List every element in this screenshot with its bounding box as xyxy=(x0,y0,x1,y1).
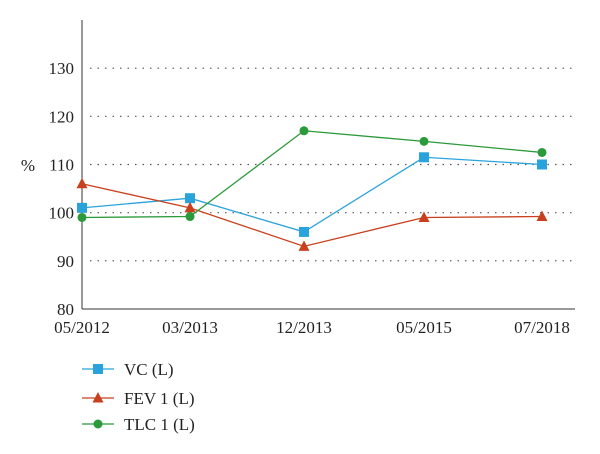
data-point xyxy=(419,136,429,146)
series-line xyxy=(81,183,543,248)
data-point xyxy=(299,226,309,237)
legend: VC (L) FEV 1 (L) TLC 1 (L) xyxy=(82,360,195,434)
data-point xyxy=(185,193,195,204)
data-point xyxy=(185,212,195,222)
series-1 xyxy=(77,152,547,237)
legend-label: FEV 1 (L) xyxy=(124,389,195,408)
data-point xyxy=(419,152,429,163)
data-point xyxy=(77,212,87,222)
x-tick-label: 07/2018 xyxy=(514,318,570,337)
x-tick-label: 12/2013 xyxy=(276,318,332,337)
data-point xyxy=(77,202,87,213)
y-tick-label: 100 xyxy=(49,204,75,223)
y-tick-label: 90 xyxy=(57,252,74,271)
legend-marker xyxy=(93,364,103,374)
y-axis-label: % xyxy=(21,156,35,175)
x-tick-label: 03/2013 xyxy=(162,318,218,337)
legend-marker xyxy=(93,419,103,429)
y-tick-label: 80 xyxy=(57,300,74,319)
series-2 xyxy=(76,177,548,251)
legend-item: TLC 1 (L) xyxy=(82,415,195,434)
grid-lines xyxy=(90,67,575,262)
series-line xyxy=(81,156,543,233)
data-point xyxy=(298,240,310,251)
legend-label: TLC 1 (L) xyxy=(124,415,195,434)
legend-item: FEV 1 (L) xyxy=(82,389,195,408)
series-3 xyxy=(77,126,547,222)
legend-label: VC (L) xyxy=(124,360,174,379)
data-point xyxy=(418,211,430,222)
x-tick-label: 05/2015 xyxy=(396,318,452,337)
data-point xyxy=(299,126,309,136)
y-tick-labels: 80 90 100 110 120 130 xyxy=(49,59,75,319)
series-line xyxy=(81,130,543,219)
legend-marker xyxy=(92,392,104,403)
x-tick-labels: 05/2012 03/2013 12/2013 05/2015 07/2018 xyxy=(54,318,570,337)
data-point xyxy=(537,147,547,157)
series-group xyxy=(76,126,548,251)
data-point xyxy=(184,201,196,213)
y-tick-label: 120 xyxy=(49,107,75,126)
data-point xyxy=(76,177,88,189)
data-point xyxy=(537,159,547,170)
axes xyxy=(81,20,575,310)
y-tick-label: 110 xyxy=(49,156,74,175)
data-point xyxy=(536,210,548,222)
legend-item: VC (L) xyxy=(82,360,174,379)
y-tick-label: 130 xyxy=(49,59,75,78)
x-tick-label: 05/2012 xyxy=(54,318,110,337)
